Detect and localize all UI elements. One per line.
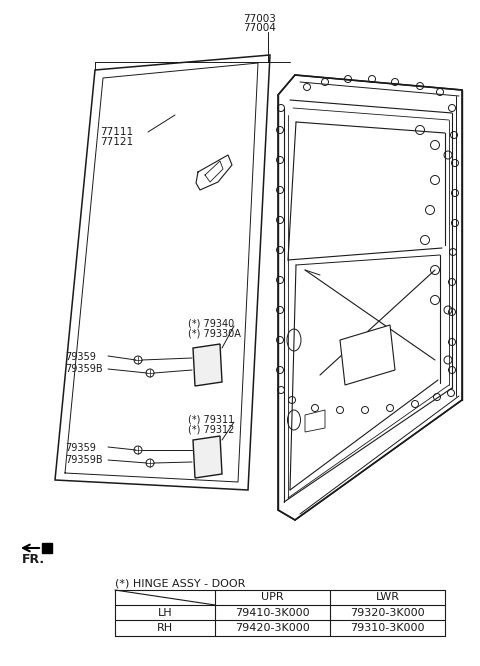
Text: 77004: 77004 (243, 23, 276, 33)
Text: 77121: 77121 (100, 137, 133, 147)
Text: LH: LH (158, 607, 172, 617)
Text: FR.: FR. (22, 553, 45, 566)
Text: RH: RH (157, 623, 173, 633)
Bar (42, 543, 52, 553)
Text: (*) 79312: (*) 79312 (188, 424, 234, 434)
Text: 79359: 79359 (65, 352, 96, 362)
Text: (*) 79330A: (*) 79330A (188, 328, 241, 338)
Text: UPR: UPR (261, 593, 284, 603)
Text: 79359: 79359 (65, 443, 96, 453)
Text: 79359B: 79359B (65, 455, 103, 465)
Text: LWR: LWR (375, 593, 399, 603)
Polygon shape (193, 344, 222, 386)
Polygon shape (305, 410, 325, 432)
Text: (*) HINGE ASSY - DOOR: (*) HINGE ASSY - DOOR (115, 578, 245, 588)
Text: 79410-3K000: 79410-3K000 (235, 607, 310, 617)
Text: 77111: 77111 (100, 127, 133, 137)
Polygon shape (278, 75, 462, 520)
Polygon shape (193, 436, 222, 478)
Text: 79420-3K000: 79420-3K000 (235, 623, 310, 633)
Text: (*) 79340: (*) 79340 (188, 318, 234, 328)
Text: 79320-3K000: 79320-3K000 (350, 607, 425, 617)
Text: 77003: 77003 (243, 14, 276, 24)
Polygon shape (340, 325, 395, 385)
Polygon shape (55, 55, 270, 490)
Text: 79310-3K000: 79310-3K000 (350, 623, 425, 633)
Text: 79359B: 79359B (65, 364, 103, 374)
Text: (*) 79311: (*) 79311 (188, 414, 234, 424)
